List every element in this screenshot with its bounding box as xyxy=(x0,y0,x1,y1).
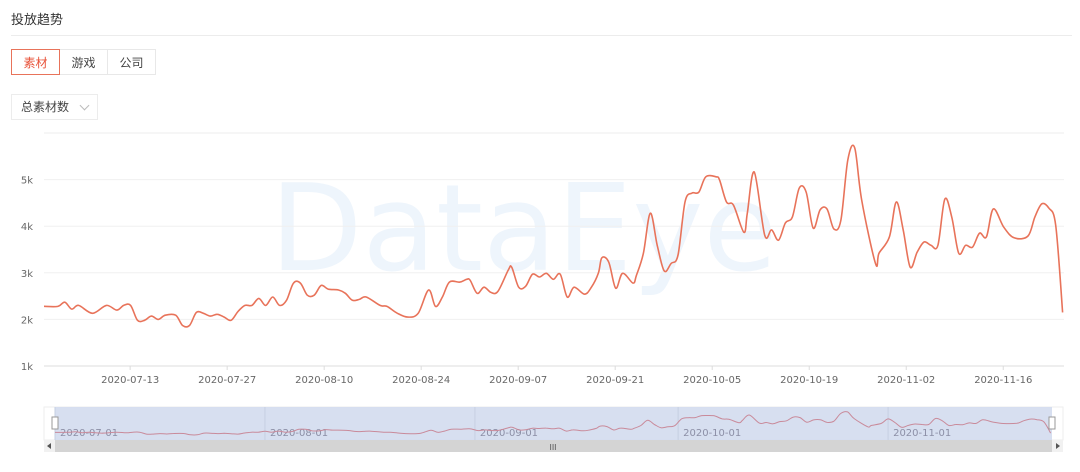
y-tick-label: 3k xyxy=(21,269,33,280)
x-tick-label: 2020-11-02 xyxy=(877,375,935,386)
y-tick-label: 2k xyxy=(21,315,33,326)
dimension-tabs: 素材 游戏 公司 xyxy=(11,49,156,75)
tab-material[interactable]: 素材 xyxy=(11,49,60,75)
x-tick-label: 2020-10-19 xyxy=(780,375,838,386)
tab-game[interactable]: 游戏 xyxy=(59,49,108,75)
data-zoom: 2020-07-01 2020-08-01 2020-09-01 2020-10-01… xyxy=(43,406,1064,452)
arrow-left-icon xyxy=(47,443,51,449)
y-tick-label: 1k xyxy=(21,362,33,373)
section-title: 投放趋势 xyxy=(11,13,64,28)
metric-select[interactable]: 总素材数 xyxy=(11,94,98,120)
x-tick-label: 2020-08-10 xyxy=(295,375,353,386)
data-zoom-selection xyxy=(55,407,1052,440)
tab-company[interactable]: 公司 xyxy=(107,49,156,75)
data-zoom-date-label: 2020-09-01 xyxy=(480,428,538,439)
metric-select-value: 总素材数 xyxy=(21,100,70,114)
y-tick-label: 4k xyxy=(21,222,33,233)
series-line xyxy=(43,144,1064,328)
data-zoom-handle-right[interactable] xyxy=(1048,416,1056,430)
x-tick-label: 2020-09-21 xyxy=(586,375,644,386)
x-tick-label: 2020-07-13 xyxy=(101,375,159,386)
data-zoom-preview-line xyxy=(54,411,1052,436)
scrollbar[interactable] xyxy=(44,440,1063,452)
data-zoom-handle-left[interactable] xyxy=(51,416,59,430)
x-tick-label: 2020-09-07 xyxy=(489,375,547,386)
watermark-logo: DataEye xyxy=(270,160,777,299)
arrow-right-icon xyxy=(1056,443,1060,449)
divider xyxy=(11,35,1072,36)
data-zoom-date-label: 2020-10-01 xyxy=(683,428,741,439)
x-tick-label: 2020-11-16 xyxy=(974,375,1032,386)
data-zoom-date-label: 2020-08-01 xyxy=(270,428,328,439)
y-tick-label: 5k xyxy=(21,176,33,187)
x-tick-label: 2020-08-24 xyxy=(392,375,450,386)
scrollbar-grip: III xyxy=(549,443,556,452)
data-zoom-date-label: 2020-07-01 xyxy=(60,428,118,439)
data-zoom-date-label: 2020-11-01 xyxy=(893,428,951,439)
x-tick-label: 2020-10-05 xyxy=(683,375,741,386)
x-tick-label: 2020-07-27 xyxy=(198,375,256,386)
